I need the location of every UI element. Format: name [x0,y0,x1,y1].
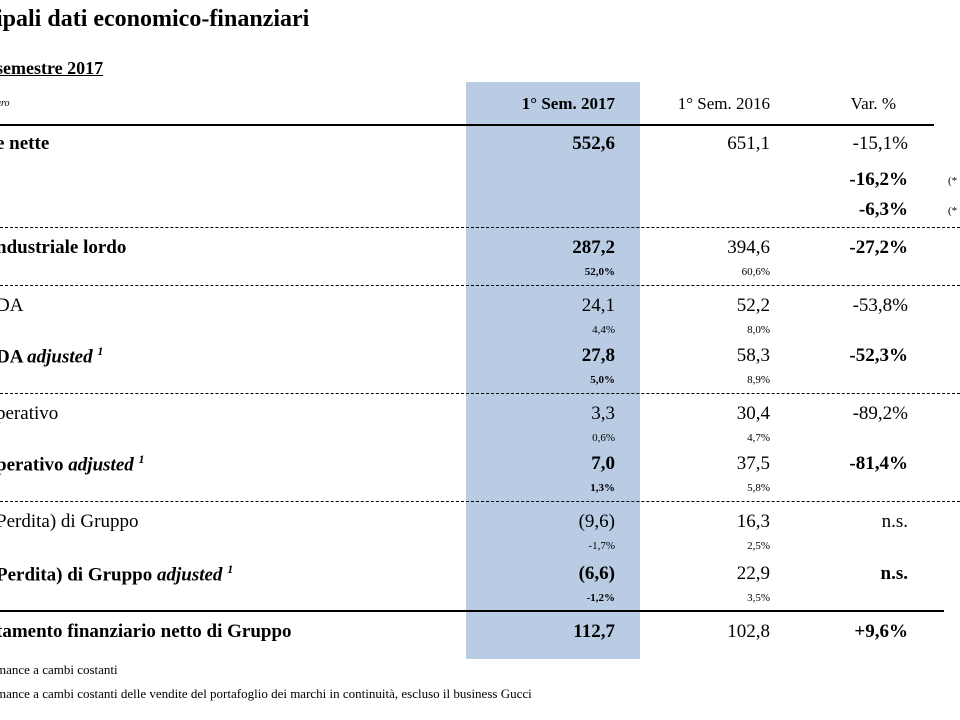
row-label-utile-adjusted: Perdita) di Gruppo adjusted 1 [0,562,234,586]
variation-utile-adjusted: n.s. [880,563,908,584]
column-header-2016: 1° Sem. 2016 [677,94,770,113]
value-2017-utile: (9,6) [578,511,615,532]
highlight-column-2017 [466,82,640,659]
total-rule [0,610,944,612]
row-label-utile: Perdita) di Gruppo [0,511,139,532]
header-rule [0,124,934,126]
note-marker-2: (* [948,205,958,217]
row-label-ebitda: DA [0,295,24,316]
pct-2016-ebit: 4,7% [747,432,770,444]
variation-ebitda-adjusted: -52,3% [849,345,908,366]
pct-2016-margine: 60,6% [741,266,770,278]
value-2016-utile: 16,3 [736,511,770,532]
value-2017-ebitda: 24,1 [581,295,615,316]
row-label-ebitda-adjusted: DA adjusted 1 [0,344,104,368]
page-title: ipali dati economico-finanziari [0,6,310,32]
value-2017-ricavi: 552,6 [572,133,615,154]
pct-2017-utile-adjusted: -1,2% [586,592,615,604]
value-2016-margine: 394,6 [727,237,770,258]
row-label-debito: tamento finanziario netto di Gruppo [0,621,292,642]
value-2017-debito: 112,7 [573,621,615,642]
footnote-2: mance a cambi costanti delle vendite del… [0,686,532,701]
column-header-2017: 1° Sem. 2017 [521,94,615,113]
pct-2017-ebit-adjusted: 1,3% [590,482,615,494]
row-divider [0,501,960,502]
row-label-ebit-adjusted: perativo adjusted 1 [0,452,145,476]
row-divider [0,285,960,286]
variation-ricavi-cc1: -16,2% [849,169,908,190]
pct-2016-utile: 2,5% [747,540,770,552]
section-subtitle: semestre 2017 [0,58,104,78]
unit-label: uro [0,98,10,109]
value-2016-ebit: 30,4 [736,403,770,424]
value-2016-ebitda: 52,2 [736,295,770,316]
value-2017-ebit: 3,3 [591,403,615,424]
row-divider [0,393,960,394]
pct-2017-margine: 52,0% [584,266,615,278]
variation-utile: n.s. [881,511,908,532]
pct-2017-ebitda: 4,4% [592,324,615,336]
variation-ebitda: -53,8% [852,295,908,316]
variation-ricavi-cc2: -6,3% [858,199,908,220]
row-label-margine: ndustriale lordo [0,237,127,258]
value-2017-ebit-adjusted: 7,0 [591,453,615,474]
pct-2017-ebitda-adjusted: 5,0% [590,374,615,386]
variation-ricavi: -15,1% [852,133,908,154]
value-2016-ebitda-adjusted: 58,3 [736,345,770,366]
footnote-1: mance a cambi costanti [0,662,118,677]
value-2016-ebit-adjusted: 37,5 [736,453,770,474]
pct-2016-utile-adjusted: 3,5% [747,592,770,604]
pct-2016-ebitda: 8,0% [747,324,770,336]
pct-2016-ebitda-adjusted: 8,9% [747,374,770,386]
value-2016-debito: 102,8 [727,621,770,642]
variation-ebit: -89,2% [852,403,908,424]
value-2016-utile-adjusted: 22,9 [736,563,770,584]
row-label-ebit: perativo [0,403,59,424]
row-divider [0,227,960,228]
value-2017-margine: 287,2 [572,237,615,258]
pct-2017-utile: -1,7% [588,540,615,552]
value-2016-ricavi: 651,1 [727,133,770,154]
pct-2016-ebit-adjusted: 5,8% [747,482,770,494]
variation-margine: -27,2% [849,237,908,258]
note-marker-1: (* [948,175,958,187]
variation-debito: +9,6% [854,621,908,642]
row-label-ricavi: e nette [0,133,50,154]
variation-ebit-adjusted: -81,4% [849,453,908,474]
column-header-variation: Var. % [850,94,896,113]
pct-2017-ebit: 0,6% [592,432,615,444]
value-2017-ebitda-adjusted: 27,8 [581,345,615,366]
value-2017-utile-adjusted: (6,6) [578,563,615,584]
